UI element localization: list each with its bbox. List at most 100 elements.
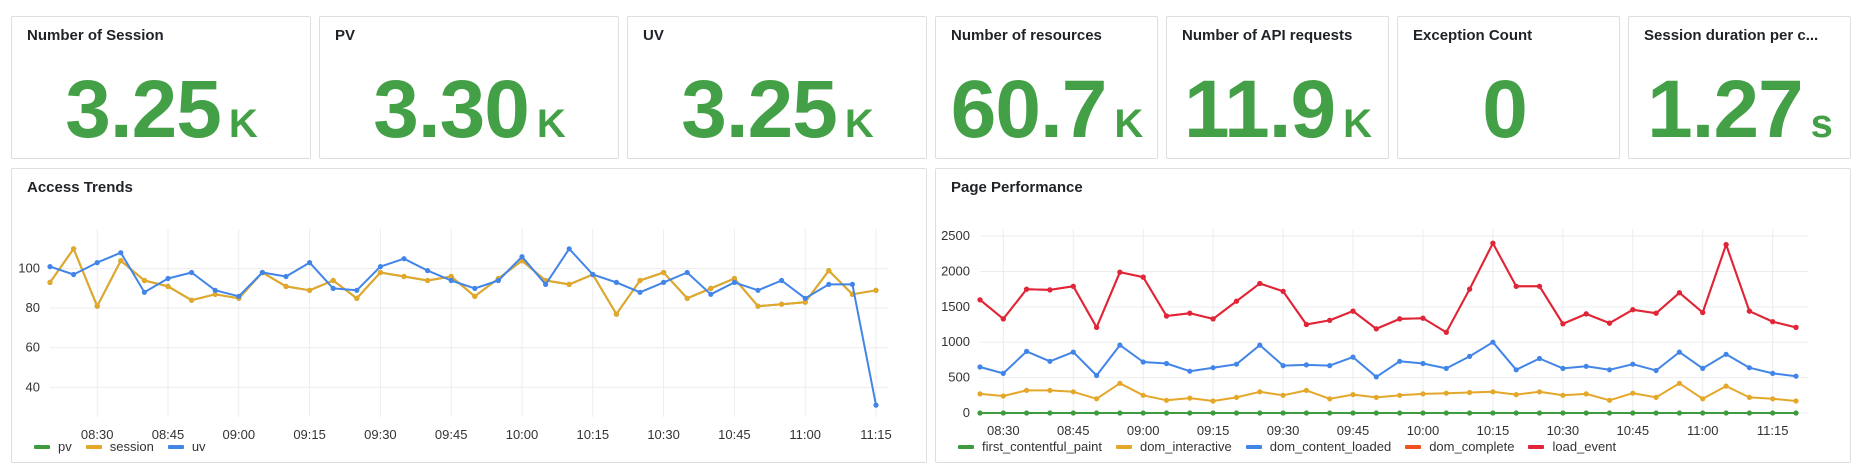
data-point-load-event (1536, 283, 1543, 289)
data-point-session (47, 279, 53, 285)
data-point-session (377, 269, 383, 276)
data-point-uv (873, 402, 879, 408)
data-point-session (684, 295, 690, 301)
stat-unit: K (1343, 102, 1372, 146)
stat-number: 3.25 (65, 64, 222, 155)
data-point-first-contentful-paint (1000, 410, 1006, 416)
data-point-dom-content-loaded (1257, 342, 1263, 348)
data-point-first-contentful-paint (1233, 410, 1240, 416)
stat-panel-resources[interactable]: Number of resources 60.7 K (935, 16, 1158, 159)
page-performance-panel[interactable]: Page Performance 08:30 08:45 09:00 09:15 09:… (935, 168, 1851, 463)
data-point-session (283, 283, 289, 289)
data-point-uv (330, 285, 336, 291)
x-tick-label: 09:00 (223, 427, 256, 442)
x-tick-label: 08:30 (987, 423, 1020, 438)
page-performance-chart[interactable]: 08:30 08:45 09:00 09:15 09:30 09:45 10:00 10:15… (936, 169, 1850, 462)
data-point-load-event (1513, 283, 1519, 289)
stat-panel-session-duration[interactable]: Session duration per c... 1.27 s (1628, 16, 1851, 159)
data-point-first-contentful-paint (1373, 410, 1379, 416)
data-point-dom-interactive (1513, 392, 1519, 398)
data-point-dom-content-loaded (1723, 351, 1729, 357)
access-trends-chart[interactable]: 08:30 08:45 09:00 09:15 09:30 09:45 10:00 10:15… (12, 169, 926, 462)
series-line-session (49, 247, 877, 316)
legend-item-dom-complete[interactable]: dom_complete (1405, 439, 1514, 454)
data-point-load-event (1140, 274, 1146, 280)
legend-item-session[interactable]: session (85, 439, 154, 454)
legend-item-uv[interactable]: uv (167, 439, 206, 454)
data-point-dom-content-loaded (1676, 349, 1682, 355)
data-point-uv (613, 279, 620, 285)
data-point-first-contentful-paint (1700, 410, 1706, 416)
x-tick-label: 09:30 (364, 427, 397, 442)
legend-item-dom-content-loaded[interactable]: dom_content_loaded (1245, 439, 1391, 454)
data-point-first-contentful-paint (1723, 410, 1729, 416)
data-point-session (448, 273, 454, 280)
stat-value: 60.7 K (936, 65, 1157, 155)
data-point-dom-content-loaded (1233, 361, 1240, 367)
stat-panel-exceptions[interactable]: Exception Count 0 (1397, 16, 1620, 159)
data-point-dom-content-loaded (1467, 353, 1473, 359)
data-point-dom-content-loaded (1770, 370, 1776, 376)
data-point-first-contentful-paint (1560, 410, 1566, 416)
data-point-first-contentful-paint (1257, 410, 1263, 416)
stat-panel-uv[interactable]: UV 3.25 K (627, 16, 927, 159)
stat-number: 3.25 (681, 64, 838, 155)
data-point-load-event (1280, 288, 1286, 294)
data-point-dom-interactive (1210, 398, 1216, 404)
data-point-load-event (1653, 310, 1659, 316)
data-point-dom-content-loaded (1070, 349, 1076, 355)
data-point-session (307, 287, 313, 293)
data-point-session (71, 246, 77, 252)
data-point-first-contentful-paint (1420, 410, 1426, 416)
stat-title: Number of Session (27, 27, 164, 44)
data-point-load-event (1676, 290, 1682, 296)
data-point-uv (425, 268, 431, 274)
y-tick-label: 1500 (941, 299, 970, 314)
legend-item-load-event[interactable]: load_event (1528, 439, 1616, 454)
data-point-uv (165, 275, 171, 282)
series-line-pv (49, 247, 877, 316)
stat-panel-sessions[interactable]: Number of Session 3.25 K (11, 16, 311, 159)
data-point-dom-content-loaded (1303, 362, 1309, 368)
data-point-first-contentful-paint (1653, 410, 1659, 416)
data-point-load-event (1606, 320, 1613, 326)
stat-panel-pv[interactable]: PV 3.30 K (319, 16, 619, 159)
y-tick-label: 100 (18, 261, 40, 276)
access-trends-panel[interactable]: Access Trends 08:30 08:45 09:00 09:15 09:30 0… (11, 168, 927, 463)
data-point-first-contentful-paint (1746, 410, 1752, 416)
stat-panel-api-requests[interactable]: Number of API requests 11.9 K (1166, 16, 1389, 159)
x-tick-label: 10:30 (1547, 423, 1580, 438)
data-point-session (802, 299, 808, 305)
legend-swatch (34, 444, 50, 449)
data-point-session (708, 285, 714, 291)
stat-value: 11.9 K (1167, 65, 1388, 155)
data-point-uv (755, 287, 761, 293)
legend-item-dom-interactive[interactable]: dom_interactive (1115, 439, 1232, 454)
data-point-uv (637, 289, 643, 295)
stat-value: 3.25 K (12, 65, 310, 155)
data-point-uv (236, 293, 242, 299)
data-point-uv (259, 269, 265, 276)
x-tick-label: 11:00 (789, 427, 821, 442)
legend-item-pv[interactable]: pv (34, 439, 72, 454)
data-point-first-contentful-paint (1397, 410, 1403, 416)
data-point-dom-interactive (1024, 387, 1030, 393)
x-tick-label: 10:45 (1617, 423, 1650, 438)
data-point-dom-content-loaded (1653, 367, 1659, 374)
data-point-first-contentful-paint (1490, 410, 1496, 416)
data-point-dom-interactive (1653, 394, 1659, 400)
y-tick-label: 1000 (941, 334, 970, 349)
data-point-uv (118, 250, 124, 256)
data-point-load-event (1070, 283, 1076, 289)
legend-swatch (1115, 444, 1132, 449)
data-point-session (472, 293, 478, 299)
page-performance-legend: first_contentful_paint dom_interactive d… (958, 439, 1616, 454)
legend-item-first-contentful-paint[interactable]: first_contentful_paint (958, 439, 1102, 454)
data-point-dom-interactive (1000, 393, 1006, 399)
y-tick-label: 80 (26, 300, 40, 315)
data-point-first-contentful-paint (1630, 410, 1636, 416)
data-point-first-contentful-paint (1467, 410, 1473, 416)
data-point-dom-interactive (1187, 395, 1193, 401)
stat-unit: K (844, 102, 874, 146)
data-point-uv (94, 260, 100, 266)
